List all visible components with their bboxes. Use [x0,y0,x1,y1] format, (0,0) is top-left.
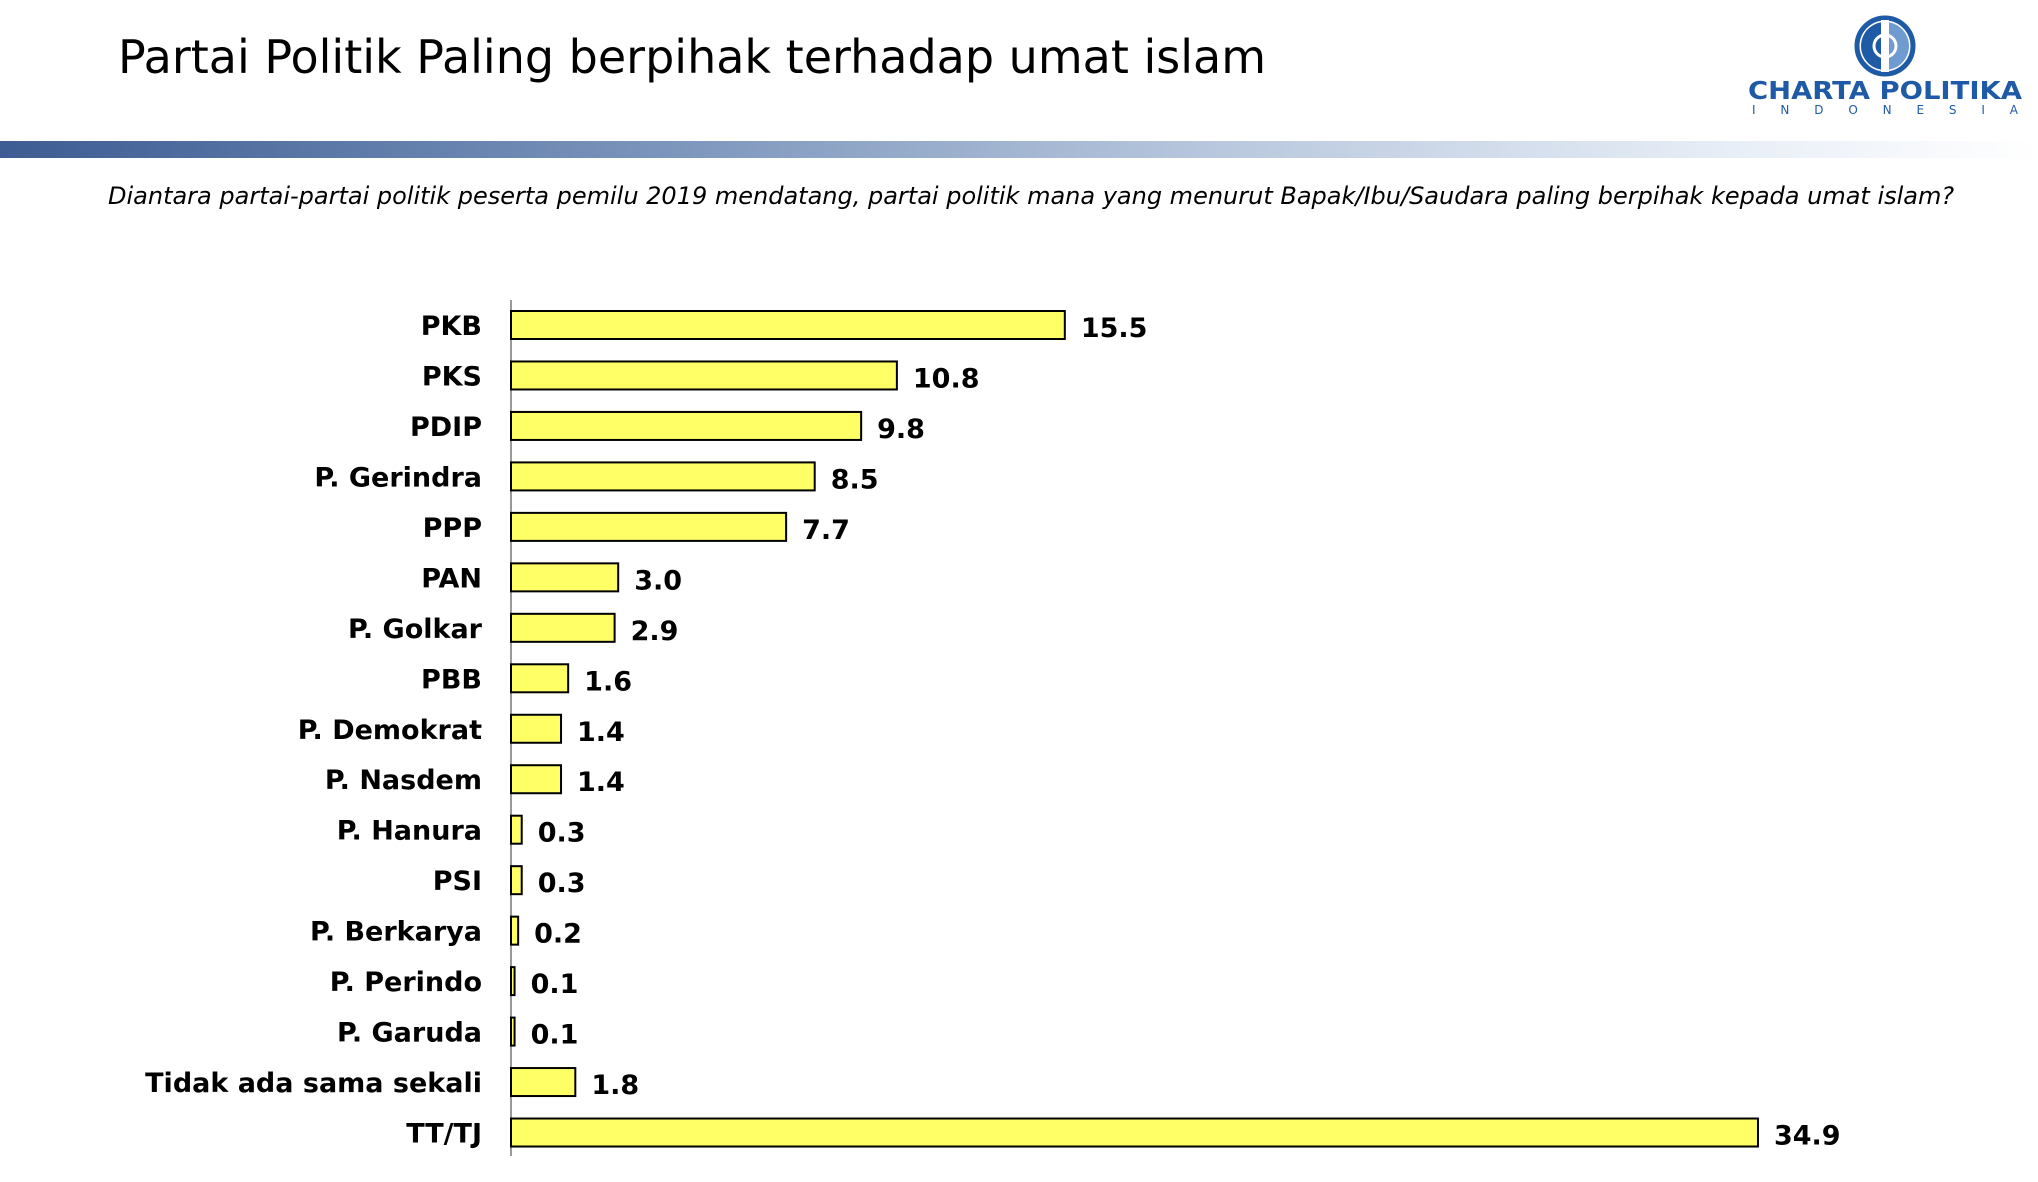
category-label-p-hanura: P. Hanura [337,816,482,847]
value-label-pkb: 15.5 [1081,313,1148,344]
value-label-psi: 0.3 [538,868,586,899]
bar-pbb [510,663,570,694]
value-label-p-gerindra: 8.5 [831,464,879,495]
bar-chart: PKB 15.5 PKS 10.8 PDIP 9.8 P. Gerindra 8.5 PPP 7.… [145,300,1841,1156]
bar-pdip [510,410,863,441]
charta-politika-logo: CHARTA POLITIKA INDONESIA [1748,15,2023,117]
bar-p-hanura [510,814,523,845]
category-label-tt-tj: TT/TJ [406,1119,482,1150]
bar-p-gerindra [510,461,816,492]
bar-ppp [510,511,788,542]
category-label-p-gerindra: P. Gerindra [314,462,482,493]
page-title: Partai Politik Paling berpihak terhadap … [118,30,1267,84]
bar-pan [510,562,620,593]
bar-tidak-ada-sama-sekali [510,1067,577,1098]
category-label-tidak-ada-sama-sekali: Tidak ada sama sekali [145,1068,482,1099]
category-label-pkb: PKB [421,311,482,342]
logo-name: CHARTA POLITIKA [1748,76,2023,105]
bar-p-perindo [510,966,516,997]
value-label-pan: 3.0 [634,565,682,596]
value-label-ppp: 7.7 [802,515,850,546]
category-label-ppp: PPP [423,513,482,544]
value-label-tt-tj: 34.9 [1774,1121,1841,1152]
value-label-p-demokrat: 1.4 [577,717,625,748]
value-label-tidak-ada-sama-sekali: 1.8 [591,1070,639,1101]
value-label-p-hanura: 0.3 [538,818,586,849]
category-label-p-perindo: P. Perindo [330,967,482,998]
value-label-pks: 10.8 [913,363,980,394]
value-label-p-perindo: 0.1 [531,969,579,1000]
bar-pks [510,360,898,391]
category-label-p-demokrat: P. Demokrat [298,715,482,746]
category-label-p-garuda: P. Garuda [337,1018,482,1049]
bar-pkb [510,310,1066,340]
globe-icon [1854,15,1916,77]
value-label-p-garuda: 0.1 [531,1020,579,1051]
category-label-pbb: PBB [421,664,482,695]
category-label-p-golkar: P. Golkar [348,614,483,645]
bar-tt-tj [510,1117,1759,1148]
value-label-pbb: 1.6 [584,666,632,697]
bar-psi [510,865,523,896]
category-label-p-berkarya: P. Berkarya [310,917,482,948]
category-label-pks: PKS [422,361,482,392]
bar-p-garuda [510,1016,516,1047]
value-label-p-berkarya: 0.2 [534,919,582,950]
value-label-p-golkar: 2.9 [631,616,679,647]
category-label-pdip: PDIP [410,412,482,443]
bar-p-berkarya [510,915,520,946]
category-label-psi: PSI [433,866,482,897]
bar-p-golkar [510,612,616,643]
logo-tagline: INDONESIA [1752,103,2019,117]
category-label-pan: PAN [421,563,482,594]
value-label-p-nasdem: 1.4 [577,767,625,798]
bar-p-nasdem [510,764,563,795]
survey-question: Diantara partai-partai politik peserta p… [108,182,1955,210]
category-label-p-nasdem: P. Nasdem [325,765,482,796]
value-label-pdip: 9.8 [877,414,925,445]
header-rule [0,141,2038,158]
bar-p-demokrat [510,713,563,744]
